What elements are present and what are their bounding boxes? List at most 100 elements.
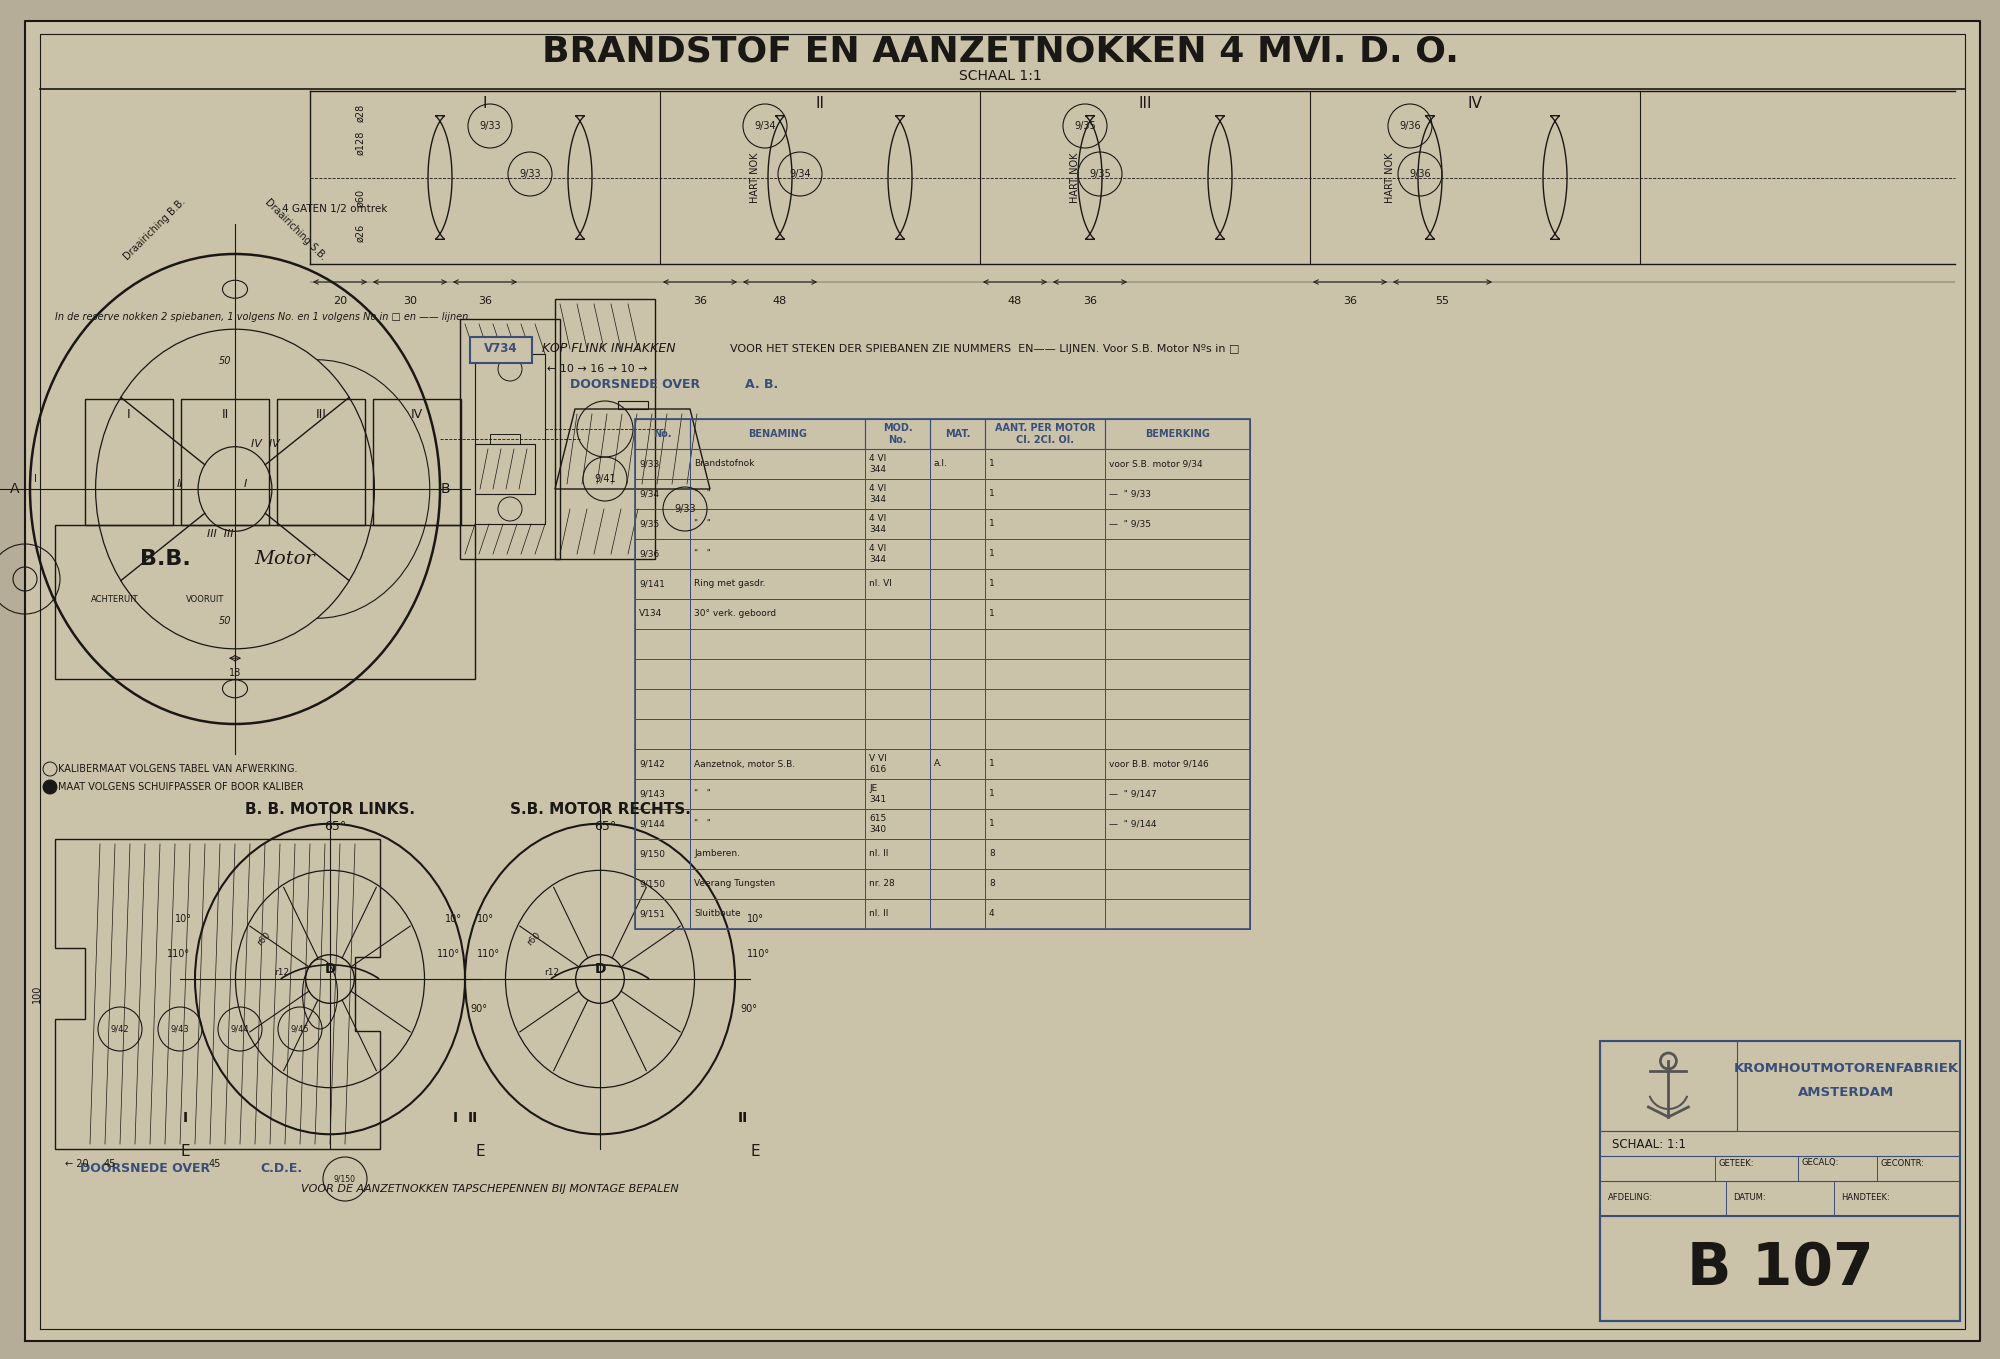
Text: 9/33: 9/33 xyxy=(520,169,540,179)
Text: 110°: 110° xyxy=(478,949,500,959)
Bar xyxy=(984,900,1104,930)
Text: 110°: 110° xyxy=(748,949,770,959)
Text: II: II xyxy=(176,478,184,489)
Text: 30° verk. geboord: 30° verk. geboord xyxy=(694,609,776,618)
Text: ø26: ø26 xyxy=(356,223,364,242)
Bar xyxy=(930,719,984,749)
Text: 9/35: 9/35 xyxy=(1074,121,1096,130)
Text: 9/143: 9/143 xyxy=(640,790,664,799)
Bar xyxy=(636,689,690,719)
Text: 9/151: 9/151 xyxy=(640,909,664,919)
Text: 9/150: 9/150 xyxy=(640,849,664,859)
Text: "   ": " " xyxy=(694,549,710,559)
Text: V VI
616: V VI 616 xyxy=(868,754,886,773)
Bar xyxy=(690,419,864,448)
Text: BRANDSTOF EN AANZETNOKKEN 4 MⅥ. D. O.: BRANDSTOF EN AANZETNOKKEN 4 MⅥ. D. O. xyxy=(542,35,1458,69)
Bar xyxy=(984,868,1104,900)
Text: 1: 1 xyxy=(988,519,994,529)
Text: A. B.: A. B. xyxy=(744,378,778,390)
Text: III: III xyxy=(1138,95,1152,110)
Text: Motor: Motor xyxy=(254,550,316,568)
Bar xyxy=(1104,448,1250,478)
Text: 9/150: 9/150 xyxy=(334,1174,356,1184)
Text: E: E xyxy=(476,1143,484,1158)
Bar xyxy=(1104,900,1250,930)
Bar xyxy=(636,629,690,659)
Bar xyxy=(984,419,1104,448)
Bar xyxy=(636,419,690,448)
Bar xyxy=(690,510,864,540)
Text: 10°: 10° xyxy=(478,915,494,924)
Bar xyxy=(984,540,1104,569)
Bar xyxy=(690,749,864,779)
Text: AMSTERDAM: AMSTERDAM xyxy=(1798,1086,1894,1099)
Text: I: I xyxy=(244,478,246,489)
Bar xyxy=(690,478,864,510)
Text: 9/45: 9/45 xyxy=(290,1025,310,1033)
Text: 10°: 10° xyxy=(748,915,764,924)
Text: HART NOK: HART NOK xyxy=(750,152,760,202)
Text: HART NOK: HART NOK xyxy=(1384,152,1396,202)
Text: 9/35: 9/35 xyxy=(640,519,660,529)
Bar xyxy=(930,448,984,478)
Text: —  " 9/147: — " 9/147 xyxy=(1108,790,1156,799)
Text: r60: r60 xyxy=(526,930,542,947)
Bar xyxy=(636,779,690,809)
Text: GETEEK:: GETEEK: xyxy=(1718,1158,1754,1167)
Bar xyxy=(180,400,268,525)
Bar xyxy=(864,419,930,448)
Text: I: I xyxy=(482,95,488,110)
Text: IV: IV xyxy=(410,408,424,420)
Text: "   ": " " xyxy=(694,519,710,529)
Text: "   ": " " xyxy=(694,819,710,829)
Text: DOORSNEDE OVER: DOORSNEDE OVER xyxy=(80,1162,210,1176)
Bar xyxy=(56,525,476,680)
Bar xyxy=(984,599,1104,629)
Bar xyxy=(930,540,984,569)
Bar xyxy=(476,444,536,495)
Text: 48: 48 xyxy=(1008,296,1022,306)
Bar xyxy=(1104,779,1250,809)
Bar xyxy=(864,868,930,900)
Text: HART NOK: HART NOK xyxy=(1070,152,1080,202)
Bar xyxy=(1104,569,1250,599)
Bar xyxy=(690,629,864,659)
Bar xyxy=(984,448,1104,478)
Text: 1: 1 xyxy=(988,819,994,829)
Text: V734: V734 xyxy=(484,342,518,356)
Bar xyxy=(372,400,460,525)
Text: C.D.E.: C.D.E. xyxy=(260,1162,302,1176)
Text: 9/141: 9/141 xyxy=(640,579,664,588)
Text: 30: 30 xyxy=(404,296,416,306)
Text: 9/34: 9/34 xyxy=(754,121,776,130)
Text: 9/33: 9/33 xyxy=(640,459,660,469)
Text: 48: 48 xyxy=(772,296,788,306)
Text: Draairiching S.B.: Draairiching S.B. xyxy=(262,197,328,261)
Text: nr. 28: nr. 28 xyxy=(868,879,894,889)
Text: B: B xyxy=(440,482,450,496)
Text: 9/44: 9/44 xyxy=(230,1025,250,1033)
Bar xyxy=(930,868,984,900)
Bar xyxy=(636,448,690,478)
Text: ø28: ø28 xyxy=(356,103,364,121)
Bar xyxy=(864,809,930,839)
Bar xyxy=(1104,629,1250,659)
Text: 9/36: 9/36 xyxy=(1400,121,1420,130)
Bar xyxy=(864,540,930,569)
Text: voor B.B. motor 9/146: voor B.B. motor 9/146 xyxy=(1108,760,1208,768)
Text: Sluitboute: Sluitboute xyxy=(694,909,740,919)
Bar xyxy=(930,510,984,540)
Bar xyxy=(864,779,930,809)
Bar xyxy=(690,599,864,629)
Bar xyxy=(690,448,864,478)
Text: 1: 1 xyxy=(988,489,994,499)
Bar xyxy=(690,689,864,719)
Bar xyxy=(1104,510,1250,540)
Bar xyxy=(930,900,984,930)
Text: 4 VI
344: 4 VI 344 xyxy=(868,545,886,564)
Text: In de reserve nokken 2 spiebanen, 1 volgens No. en 1 volgens No in □ en —— lijne: In de reserve nokken 2 spiebanen, 1 volg… xyxy=(56,313,472,322)
Text: HANDTEEK:: HANDTEEK: xyxy=(1842,1193,1890,1203)
Bar xyxy=(1104,659,1250,689)
Text: 9/36: 9/36 xyxy=(640,549,660,559)
Bar xyxy=(636,569,690,599)
